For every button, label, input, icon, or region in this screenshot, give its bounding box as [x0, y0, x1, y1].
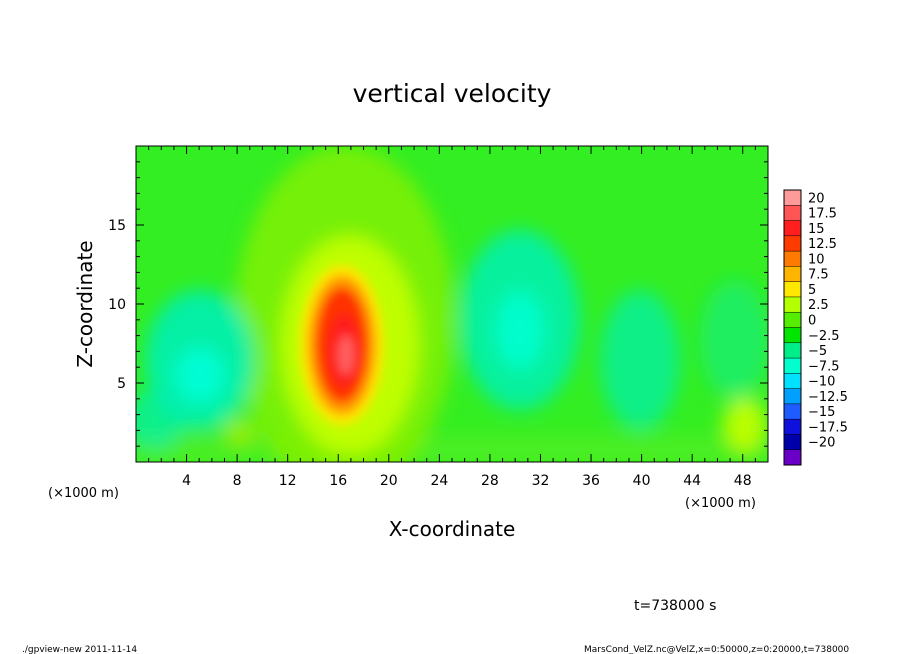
colorbar-swatch: [784, 419, 801, 435]
colorbar-label: −12.5: [808, 390, 848, 405]
colorbar-swatch: [784, 251, 801, 267]
colorbar-swatch: [784, 235, 801, 252]
updraft-peak: [338, 335, 354, 375]
y-tick-label: 5: [117, 376, 126, 392]
x-axis-ticks: 4 8 12 16 20 24 28 32 36 40 44 48: [148, 146, 756, 489]
colorbar-swatch: [784, 266, 801, 283]
y-axis-label: Z-coordinate: [73, 240, 97, 367]
x-tick-label: 44: [683, 473, 701, 489]
colorbar-label: 15: [808, 222, 825, 237]
footer-right: MarsCond_VelZ.nc@VelZ,x=0:50000,z=0:2000…: [584, 645, 849, 654]
y-axis-ticks: 5 10 15: [108, 161, 768, 447]
colorbar-swatch: [784, 342, 801, 359]
footer-left: ./gpview-new 2011-11-14: [22, 645, 137, 654]
colorbar-swatch: [784, 388, 801, 405]
x-tick-label: 28: [481, 473, 499, 489]
y-tick-label: 15: [108, 218, 126, 234]
downdraft-mid-core: [495, 290, 545, 370]
velocity-field: [136, 146, 768, 462]
colorbar-label: 10: [808, 252, 825, 267]
downdraft-left-core: [175, 347, 225, 403]
colorbar-swatch: [784, 190, 801, 206]
colorbar-swatch: [784, 327, 801, 344]
colorbar-swatch: [784, 220, 801, 237]
x-unit-right: (×1000 m): [685, 496, 756, 511]
colorbar-label: 20: [808, 191, 825, 206]
colorbar-swatch: [784, 281, 801, 298]
x-axis-label: X-coordinate: [389, 517, 516, 541]
downdraft-right: [600, 290, 680, 430]
x-tick-label: 24: [430, 473, 448, 489]
colorbar-swatch: [784, 205, 801, 222]
colorbar-swatch: [784, 403, 801, 420]
colorbar-swatch: [784, 373, 801, 390]
colorbar-label: −15: [808, 405, 835, 420]
colorbar-label: 7.5: [808, 268, 829, 283]
x-tick-label: 4: [182, 473, 191, 489]
time-label: t=738000 s: [634, 598, 716, 614]
x-tick-label: 12: [279, 473, 297, 489]
weak-updraft-bottom: [224, 418, 256, 446]
colorbar-label: −5: [808, 344, 827, 359]
colorbar-label: −10: [808, 375, 835, 390]
colorbar-label: 0: [808, 314, 816, 329]
colorbar-swatch: [784, 312, 801, 328]
colorbar-label: 2.5: [808, 298, 829, 313]
colorbar-swatch: [784, 434, 801, 451]
colorbar-label: −2.5: [808, 329, 840, 344]
colorbar-label: −7.5: [808, 359, 840, 374]
colorbar-label: 12.5: [808, 237, 837, 252]
y-tick-label: 10: [108, 297, 126, 313]
colorbar: 2017.51512.5107.552.50−2.5−5−7.5−10−12.5…: [783, 189, 848, 466]
colorbar-label: −20: [808, 436, 835, 451]
x-tick-label: 40: [633, 473, 651, 489]
colorbar-label: −17.5: [808, 420, 848, 435]
bottom-left-patch: [136, 390, 185, 450]
x-unit-left: (×1000 m): [48, 486, 119, 501]
colorbar-label: 5: [808, 283, 816, 298]
downdraft-right-edge: [700, 280, 768, 400]
colorbar-swatch: [784, 358, 801, 374]
colorbar-label: 17.5: [808, 207, 837, 222]
weak-updraft-right: [723, 397, 767, 453]
x-tick-label: 36: [582, 473, 600, 489]
chart-title: vertical velocity: [353, 79, 552, 108]
x-tick-label: 48: [734, 473, 752, 489]
x-tick-label: 20: [380, 473, 398, 489]
colorbar-swatch: [784, 296, 801, 313]
colorbar-swatch: [784, 449, 801, 466]
x-tick-label: 8: [233, 473, 242, 489]
x-tick-label: 16: [329, 473, 347, 489]
x-tick-label: 32: [532, 473, 550, 489]
